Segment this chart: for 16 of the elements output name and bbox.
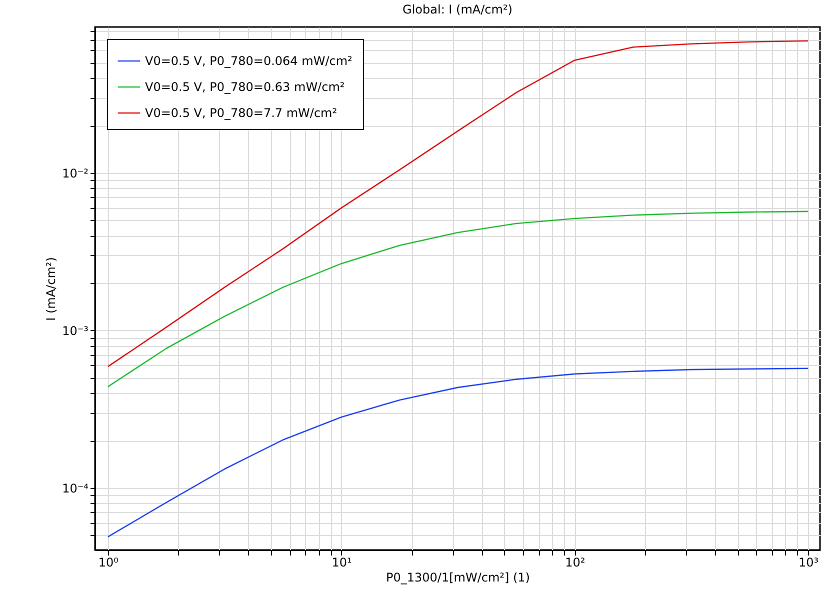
x-tick-label: 10⁰	[98, 556, 119, 570]
y-tick-label: 10⁻²	[62, 166, 89, 180]
legend-label: V0=0.5 V, P0_780=7.7 mW/cm²	[145, 106, 338, 120]
x-tick-label: 10³	[798, 556, 819, 570]
y-axis-title: I (mA/cm²)	[44, 257, 58, 321]
legend-label: V0=0.5 V, P0_780=0.064 mW/cm²	[145, 54, 353, 68]
x-tick-label: 10²	[565, 556, 586, 570]
chart-title: Global: I (mA/cm²)	[402, 2, 512, 17]
y-tick-label: 10⁻⁴	[62, 482, 89, 496]
line-series	[107, 210, 809, 388]
x-tick-label: 10¹	[332, 556, 352, 570]
line-series	[107, 368, 809, 538]
line-series	[107, 40, 809, 368]
legend-label: V0=0.5 V, P0_780=0.63 mW/cm²	[145, 80, 345, 94]
x-axis-title: P0_1300/1[mW/cm²] (1)	[386, 570, 530, 584]
y-tick-label: 10⁻³	[62, 324, 89, 338]
